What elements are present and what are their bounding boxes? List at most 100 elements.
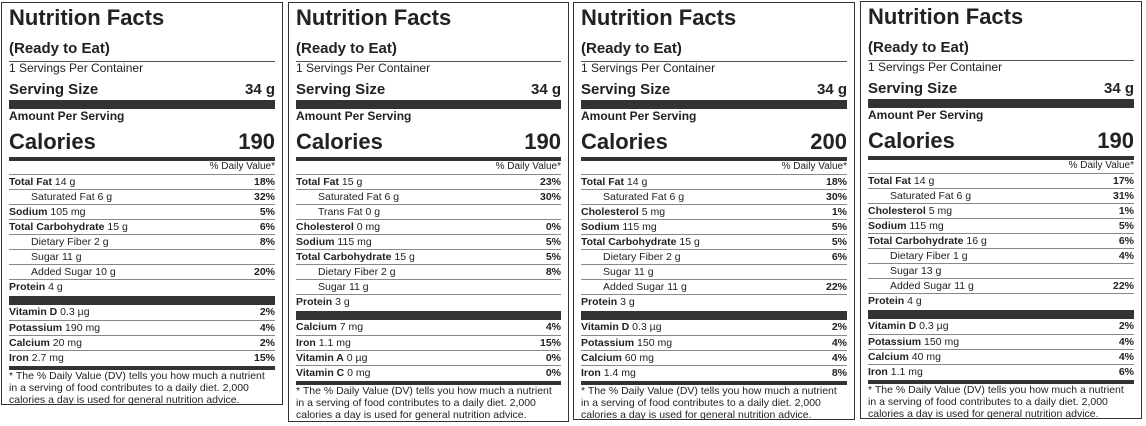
nutrient-row: Sugar 11 g: [581, 264, 847, 279]
nutrient-row: Sodium 105 mg 5%: [9, 204, 275, 219]
nutrient-daily-value: 5%: [1118, 220, 1134, 232]
nutrient-name: Total Carbohydrate: [9, 221, 105, 233]
vitamin-row: Iron 2.7 mg 15%: [9, 350, 275, 365]
nutrient-amount: 4 g: [48, 281, 63, 293]
divider-thick: [9, 296, 275, 305]
nutrient-name: Dietary Fiber: [603, 251, 664, 263]
vitamin-name: Calcium: [9, 337, 50, 349]
nutrient-row: Sugar 13 g: [868, 263, 1134, 278]
nutrient-name: Cholesterol: [296, 221, 354, 233]
nutrient-amount: 11 g: [348, 281, 369, 293]
nutrient-daily-value: 23%: [539, 176, 561, 188]
nutrient-name: Total Fat: [296, 176, 339, 188]
divider: [581, 61, 847, 62]
footnote: * The % Daily Value (DV) tells you how m…: [9, 370, 265, 406]
nutrient-amount: 0 mg: [356, 221, 381, 233]
nutrient-amount: 0 g: [365, 206, 381, 218]
nutrient-row: Added Sugar 11 g 22%: [868, 278, 1134, 293]
vitamin-label: Calcium 20 mg: [9, 336, 82, 351]
nutrient-amount: 11 g: [954, 280, 974, 292]
calories-row: Calories 200: [581, 129, 847, 155]
serving-size-value: 34 g: [1103, 80, 1134, 97]
nutrient-name: Added Sugar: [603, 281, 665, 293]
divider: [296, 61, 561, 62]
vitamin-row: Iron 1.1 mg 15%: [296, 335, 561, 350]
nutrient-label: Trans Fat 0 g: [318, 205, 380, 220]
serving-size-row: Serving Size 34 g: [581, 81, 847, 98]
nutrient-name: Protein: [868, 295, 905, 307]
vitamin-daily-value: 4%: [831, 352, 847, 364]
nutrient-label: Saturated Fat 6 g: [890, 189, 971, 204]
vitamin-name: Iron: [9, 352, 29, 364]
calories-value: 190: [524, 129, 561, 154]
calories-label: Calories: [296, 129, 383, 154]
serving-size-value: 34 g: [244, 81, 275, 98]
vitamin-label: Potassium 150 mg: [581, 336, 672, 351]
nutrient-daily-value: 1%: [1118, 205, 1134, 217]
nutrient-row: Sugar 11 g: [296, 279, 561, 294]
nutrient-amount: 105 mg: [50, 206, 86, 218]
nutrient-amount: 11 g: [61, 251, 82, 263]
vitamin-amount: 0.3 µg: [60, 306, 90, 318]
serving-size-label: Serving Size: [868, 80, 958, 97]
divider-thick: [581, 100, 847, 109]
calories-label: Calories: [9, 129, 96, 154]
calories-row: Calories 190: [868, 128, 1134, 154]
nutrient-amount: 6 g: [956, 190, 972, 202]
vitamin-row: Calcium 20 mg 2%: [9, 335, 275, 350]
nutrient-label: Total Carbohydrate 16 g: [868, 234, 987, 249]
nutrient-amount: 13 g: [920, 265, 942, 277]
vitamin-name: Iron: [868, 366, 888, 378]
nutrient-row: Dietary Fiber 2 g 8%: [296, 264, 561, 279]
nutrient-row: Saturated Fat 6 g 30%: [581, 189, 847, 204]
nutrient-amount: 115 mg: [622, 221, 657, 233]
nutrient-daily-value: 1%: [831, 206, 847, 218]
nutrient-amount: 115 mg: [909, 220, 944, 232]
panel-title: Nutrition Facts: [581, 5, 737, 30]
footnote: * The % Daily Value (DV) tells you how m…: [296, 385, 552, 421]
serving-size-row: Serving Size 34 g: [9, 81, 275, 98]
nutrient-amount: 4 g: [907, 295, 922, 307]
nutrient-daily-value: 22%: [1112, 280, 1134, 292]
vitamin-daily-value: 2%: [831, 321, 847, 333]
nutrient-label: Total Carbohydrate 15 g: [296, 250, 415, 265]
vitamin-amount: 1.4 mg: [603, 367, 636, 379]
nutrient-name: Sodium: [9, 206, 48, 218]
nutrient-row: Sodium 115 mg 5%: [868, 218, 1134, 233]
nutrient-row: Saturated Fat 6 g 32%: [9, 189, 275, 204]
nutrient-amount: 6 g: [669, 191, 685, 203]
servings-per-container: 1 Servings Per Container: [9, 61, 144, 75]
footnote: * The % Daily Value (DV) tells you how m…: [868, 384, 1124, 420]
nutrient-label: Cholesterol 0 mg: [296, 220, 380, 235]
nutrient-label: Protein 4 g: [9, 280, 63, 295]
vitamin-name: Potassium: [9, 322, 63, 334]
nutrient-amount: 5 mg: [928, 205, 953, 217]
vitamin-daily-value: 0%: [545, 367, 561, 379]
nutrient-amount: 11 g: [667, 281, 687, 293]
nutrient-label: Sugar 11 g: [603, 265, 654, 280]
nutrient-daily-value: 5%: [831, 236, 847, 248]
nutrient-label: Protein 3 g: [581, 295, 635, 310]
vitamin-row: Vitamin A 0 µg 0%: [296, 350, 561, 365]
vitamin-daily-value: 0%: [545, 352, 561, 364]
nutrient-row: Sodium 115 mg 5%: [296, 234, 561, 249]
nutrient-row: Total Fat 15 g 23%: [296, 174, 561, 189]
nutrient-daily-value: 32%: [253, 191, 275, 203]
vitamin-amount: 7 mg: [339, 321, 364, 333]
nutrient-name: Added Sugar: [890, 280, 952, 292]
serving-size-label: Serving Size: [9, 81, 99, 98]
vitamin-row: Vitamin C 0 mg 0%: [296, 365, 561, 380]
nutrient-label: Sugar 11 g: [31, 250, 82, 265]
nutrient-label: Saturated Fat 6 g: [603, 190, 684, 205]
vitamin-name: Vitamin C: [296, 367, 345, 379]
divider-medium: [9, 157, 275, 161]
vitamin-row: Iron 1.4 mg 8%: [581, 365, 847, 380]
vitamin-amount: 0.3 µg: [632, 321, 662, 333]
calories-value: 200: [810, 129, 847, 154]
nutrient-label: Dietary Fiber 2 g: [603, 250, 681, 265]
nutrient-daily-value: 4%: [1118, 250, 1134, 262]
vitamin-name: Calcium: [868, 351, 909, 363]
serving-size-value: 34 g: [530, 81, 561, 98]
panel-title: Nutrition Facts: [296, 5, 452, 30]
nutrient-name: Sodium: [296, 236, 335, 248]
